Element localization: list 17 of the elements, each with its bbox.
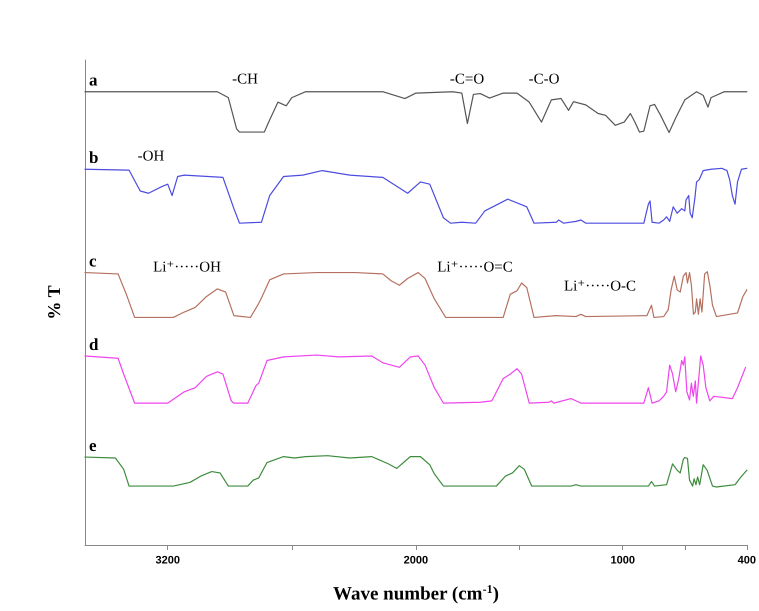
text: -C=O bbox=[450, 72, 484, 88]
x-tick-label: 1000 bbox=[610, 554, 635, 566]
x-tick-label: 3200 bbox=[155, 554, 180, 566]
series-label: b bbox=[89, 148, 98, 168]
x-tick-label: 2000 bbox=[404, 554, 428, 566]
series-label: c bbox=[89, 252, 97, 271]
annotation: Li⁺·····O-C bbox=[564, 278, 636, 294]
text: -CH bbox=[232, 72, 258, 88]
annotation: Li⁺·····OH bbox=[153, 260, 222, 276]
series-label: e bbox=[89, 436, 97, 456]
annotation: -OH bbox=[138, 148, 164, 164]
annotation: Li⁺·····O=C bbox=[437, 260, 513, 276]
series-label: d bbox=[89, 334, 99, 354]
series-label: a bbox=[89, 70, 98, 90]
x-tick-label: 400 bbox=[738, 554, 756, 566]
text: -C-O bbox=[528, 72, 560, 88]
y-axis-title: % T bbox=[44, 285, 64, 320]
